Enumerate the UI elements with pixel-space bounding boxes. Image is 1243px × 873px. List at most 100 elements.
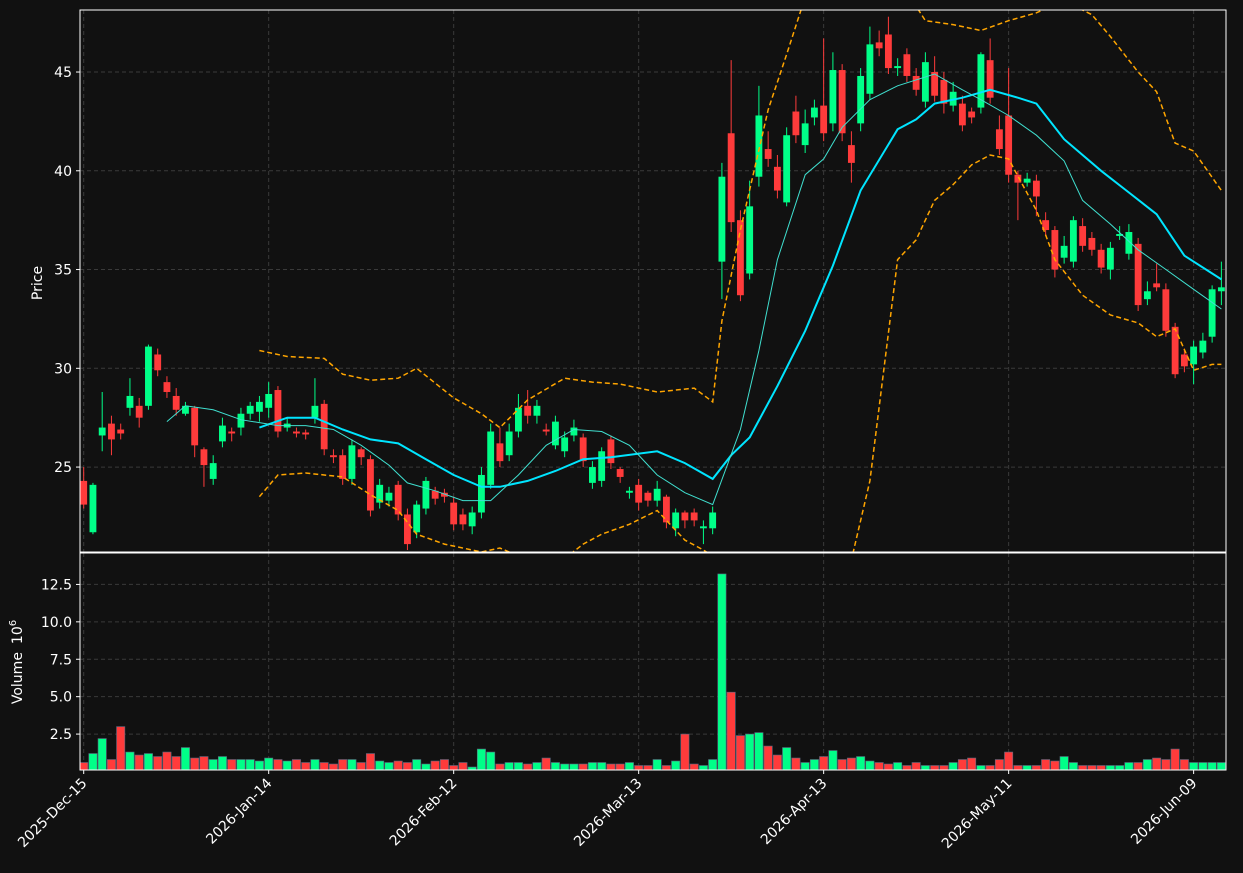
candle-body (163, 382, 171, 393)
volume-bar (597, 762, 607, 770)
volume-bar (476, 748, 486, 770)
candle-body (986, 60, 994, 98)
volume-bar (800, 762, 810, 770)
candle-body (681, 512, 689, 521)
volume-bar (532, 762, 542, 770)
volume-bar (985, 765, 995, 770)
candle-body (607, 439, 615, 464)
volume-bar (809, 759, 819, 770)
volume-bar (1078, 765, 1088, 770)
volume-bar (967, 757, 977, 770)
overlay-line (259, 10, 1223, 429)
volume-bar (1022, 765, 1032, 770)
candle-body (1032, 180, 1040, 197)
candle-body (80, 480, 88, 505)
volume-bar (708, 759, 718, 770)
y-tick-label: 45 (54, 65, 72, 81)
volume-bar (199, 756, 209, 770)
volume-bar (587, 762, 597, 770)
candle-body (172, 395, 180, 410)
candle-body (847, 145, 855, 163)
candle-body (736, 220, 744, 296)
candle-body (348, 445, 356, 479)
volume-bar (254, 760, 264, 770)
volume-bar (939, 765, 949, 770)
candle-body (1208, 289, 1216, 337)
volume-bar (1189, 762, 1199, 770)
volume-bar (180, 747, 190, 770)
volume-bar (634, 765, 644, 770)
volume-bar (430, 760, 440, 770)
candle-body (1060, 245, 1068, 258)
candle-body (857, 75, 865, 124)
volume-bar (458, 762, 468, 770)
candle-body (792, 111, 800, 136)
volume-bar (412, 759, 422, 770)
candle-body (357, 449, 365, 458)
volume-bar (338, 759, 348, 770)
volume-bar (310, 759, 320, 770)
volume-bar (1115, 765, 1125, 770)
overlay-layer (166, 10, 1223, 552)
candle-body (783, 135, 791, 203)
volume-bar (1152, 757, 1162, 770)
grid-layer (80, 10, 1226, 770)
candle-body (875, 42, 883, 49)
volume-bar (1031, 765, 1041, 770)
volume-bar (1050, 760, 1060, 770)
volume-bar (624, 762, 634, 770)
candle-body (404, 514, 411, 545)
candle-body (940, 79, 948, 104)
volume-bar (772, 754, 782, 770)
volume-layer (80, 573, 1226, 770)
volume-bar (116, 726, 126, 770)
candle-body (931, 72, 939, 96)
candle-body (154, 354, 162, 371)
candle-body (478, 474, 485, 513)
candle-body (1190, 346, 1198, 365)
candle-body (903, 54, 911, 76)
candle-body (228, 431, 236, 434)
candle-body (653, 488, 661, 501)
candle-body (320, 403, 328, 450)
candle-body (1088, 237, 1096, 250)
candle-body (1180, 354, 1188, 367)
candle-body (126, 395, 134, 408)
candle-body (135, 405, 143, 418)
candle-body (690, 512, 698, 521)
candle-body (635, 484, 643, 503)
volume-bar (856, 756, 866, 770)
volume-bar (1059, 756, 1069, 770)
volume-bar (920, 765, 930, 770)
candle-body (884, 34, 892, 69)
candle-body (1051, 230, 1059, 270)
volume-bar (754, 732, 764, 770)
y-tick-label: 40 (54, 164, 72, 180)
volume-bar (1207, 762, 1217, 770)
volume-bar (578, 763, 588, 770)
candle-body (672, 512, 680, 529)
candle-body (570, 427, 578, 436)
candle-body (505, 431, 513, 456)
volume-bar (273, 759, 283, 770)
candle-body (431, 490, 439, 499)
volume-bar (976, 765, 986, 770)
volume-bar (837, 759, 847, 770)
volume-bar (523, 763, 533, 770)
candle-body (1171, 326, 1179, 375)
volume-bar (80, 762, 89, 770)
volume-bar (375, 760, 385, 770)
candle-body (773, 166, 781, 191)
candle-body (810, 107, 818, 118)
candle-body (616, 469, 624, 477)
candle-body (625, 490, 633, 493)
volume-bar (190, 757, 200, 770)
overlay-line (259, 88, 1222, 488)
candle-body (644, 492, 652, 501)
candle-body (1217, 287, 1225, 292)
volume-bar (671, 760, 681, 770)
volume-bar (1198, 762, 1208, 770)
volume-bar (347, 759, 357, 770)
candle-body (746, 206, 754, 274)
candle-body (829, 70, 837, 124)
